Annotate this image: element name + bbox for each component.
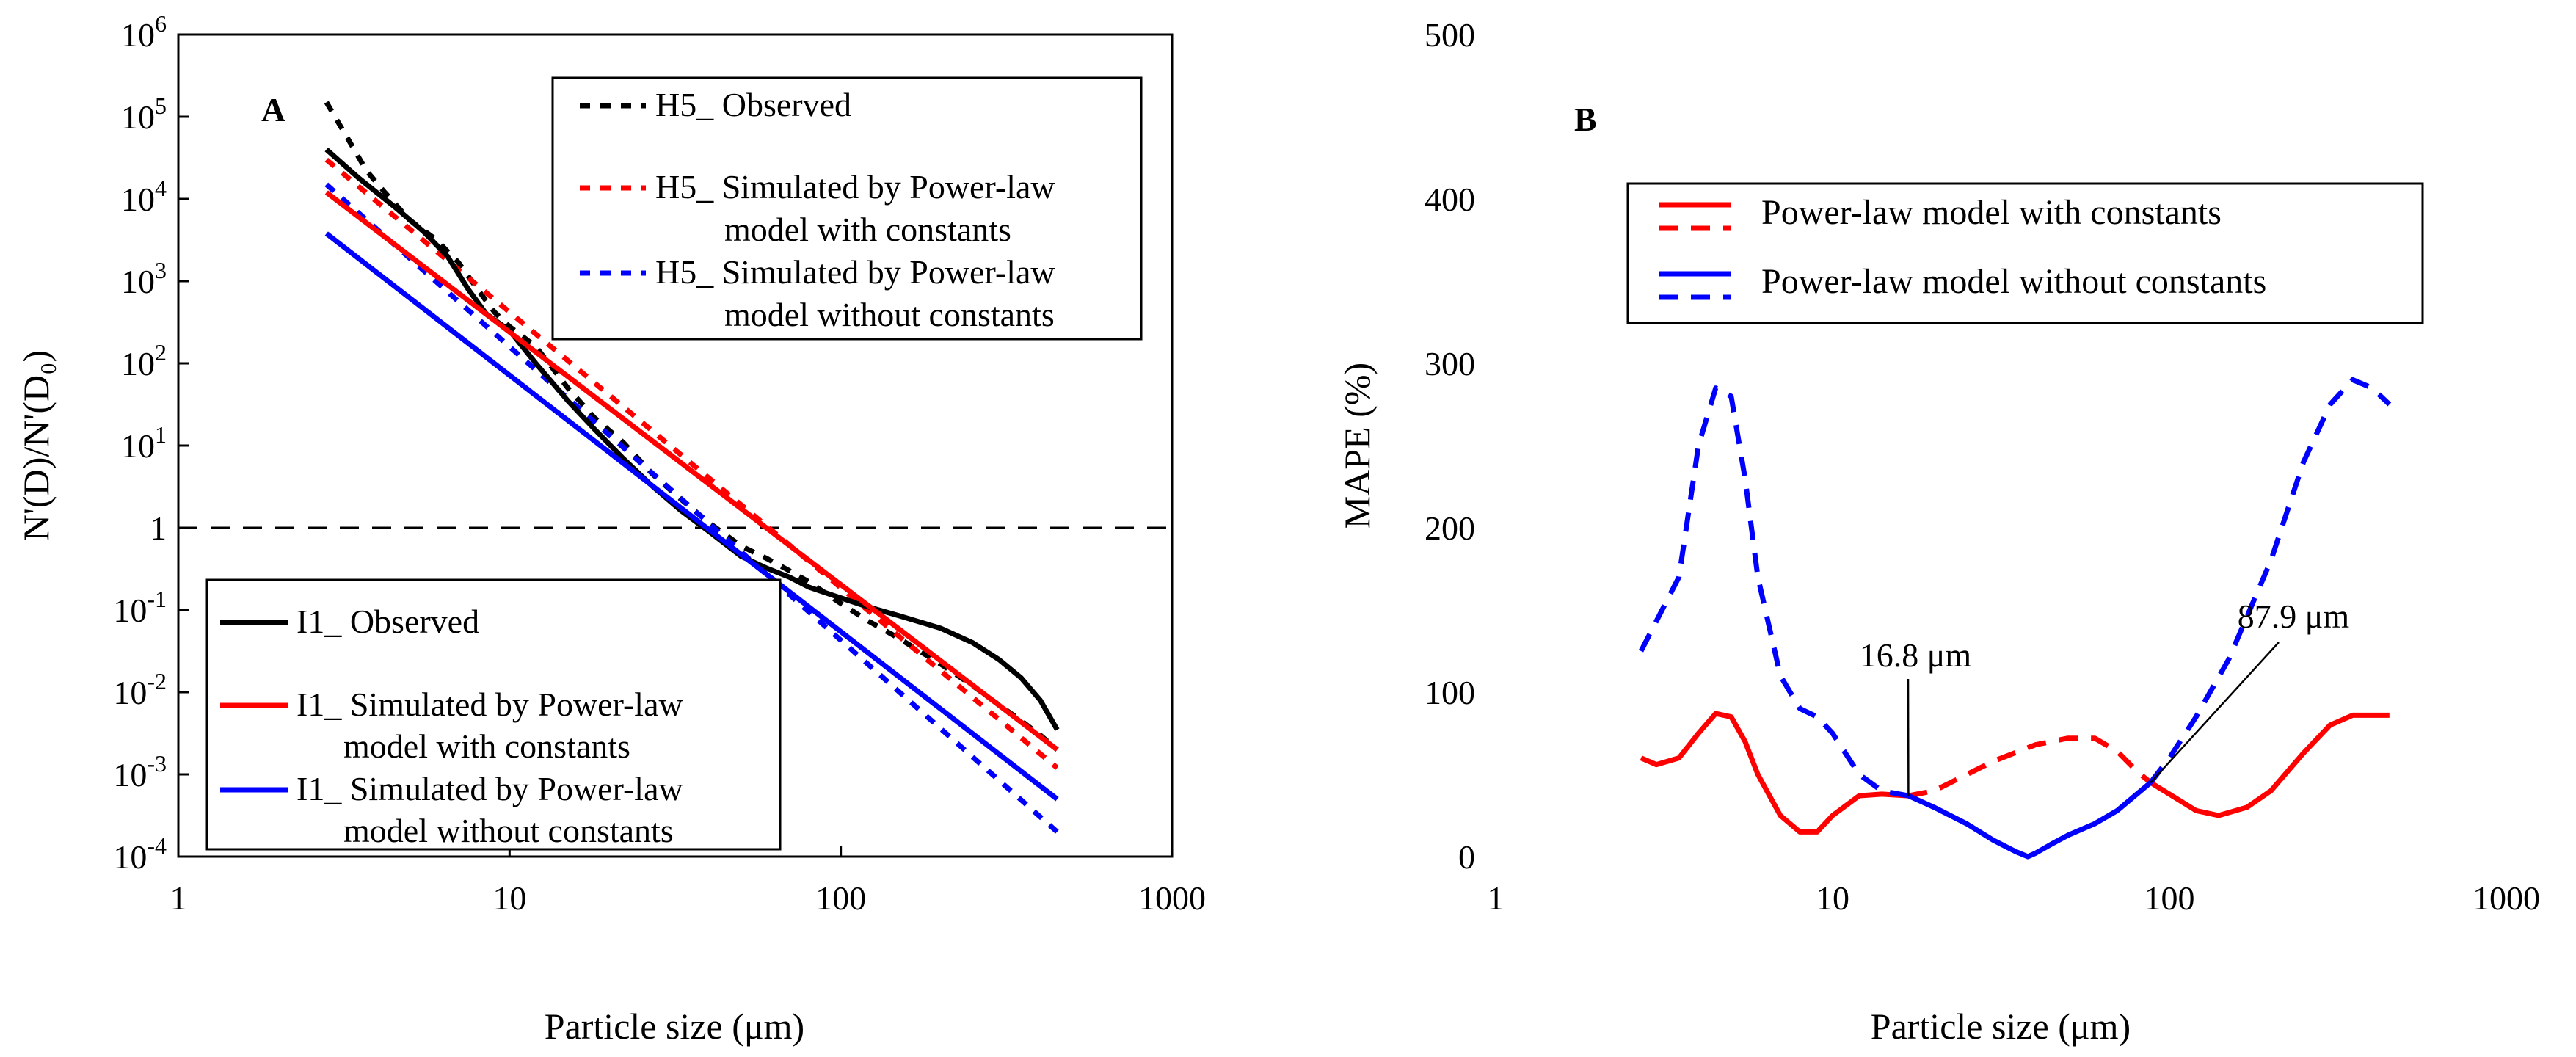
panel-a-y-tick-label-base: 10	[113, 756, 147, 793]
panel-a-y-tick-label-base: 10	[113, 838, 147, 876]
panel-b-y-tick-label: 300	[1425, 345, 1475, 382]
panel-a-legend-i1-label: model with constants	[343, 727, 630, 765]
panel-b-legend-label: Power-law model with constants	[1761, 193, 2222, 232]
panel-b-x-tick-label: 10	[1816, 879, 1849, 917]
panel-a-y-tick-label: 10-3	[113, 750, 167, 793]
panel-a-y-tick-label: 106	[121, 10, 167, 54]
panel-b-series-line-5	[1908, 782, 2150, 857]
panel-a-y-tick-label: 10-1	[113, 586, 167, 629]
panel-a-y-tick-label: 101	[121, 421, 167, 465]
panel-a-y-tick-label-exponent: 3	[155, 257, 167, 283]
panel-a-label: A	[261, 91, 285, 128]
panel-b-legend-label: Power-law model without constants	[1761, 262, 2266, 301]
panel-a-y-tick-label: 104	[121, 175, 167, 218]
panel-a-x-tick-label: 100	[815, 879, 866, 917]
panel-a-y-tick-label-base: 10	[121, 345, 155, 382]
panel-a-y-tick-label: 10-4	[113, 832, 167, 876]
panel-b-y-axis-label: MAPE (%)	[1336, 363, 1378, 528]
panel-a-y-tick-label-exponent: 5	[155, 92, 167, 119]
panel-a-y-tick-label-base: 10	[121, 263, 155, 300]
panel-b-annotation-label: 16.8 μm	[1860, 636, 1972, 674]
panel-a-x-axis-label: Particle size (μm)	[545, 1006, 804, 1047]
panel-b-series-line-6	[2150, 379, 2390, 782]
panel-a-y-tick-label-base: 10	[113, 674, 147, 711]
panel-a-y-tick-label: 102	[121, 339, 167, 382]
panel-b-x-axis-label: Particle size (μm)	[1871, 1006, 2131, 1047]
panel-b-y-tick-label: 200	[1425, 509, 1475, 547]
panel-b-series-line-4	[1641, 388, 1908, 796]
panel-a-x-tick-label: 10	[492, 879, 526, 917]
panel-a-y-tick-label-exponent: 6	[155, 10, 167, 37]
panel-a-y-tick-label-exponent: -1	[147, 586, 167, 612]
panel-b-series-line-1	[1641, 713, 1908, 832]
panel-a-legend-i1-label: I1_ Simulated by Power-law	[296, 686, 683, 723]
panel-a-legend-h5-label: H5_ Simulated by Power-law	[655, 253, 1055, 291]
panel-a-y-tick-label: 1	[150, 509, 167, 547]
panel-b-series-line-3	[2150, 715, 2390, 816]
panel-a-y-tick-label-exponent: 1	[155, 421, 167, 448]
panel-b-chart: 1 10 100 1000 0 100 200 300 400 500 16.8 μm 87.9 μm…	[1336, 16, 2540, 1047]
panel-b-y-tick-label: 400	[1425, 181, 1475, 218]
panel-a-y-tick-label-base: 1	[150, 509, 167, 547]
panel-b-x-tick-label: 100	[2144, 879, 2195, 917]
panel-a-y-tick-label-base: 10	[121, 181, 155, 218]
panel-a-legend-h5-label: H5_ Simulated by Power-law	[655, 168, 1055, 206]
panel-b-x-tick-label: 1000	[2473, 879, 2540, 917]
panel-a-y-tick-label-base: 10	[121, 16, 155, 54]
panel-b-y-tick-label: 500	[1425, 16, 1475, 54]
panel-a-legend-i1-label: I1_ Simulated by Power-law	[296, 770, 683, 807]
panel-a-legend-h5-label: model without constants	[724, 296, 1055, 333]
panel-a-y-tick-label-exponent: -4	[147, 832, 167, 859]
panel-a-y-tick-label: 105	[121, 92, 167, 136]
panel-a-y-tick-label-base: 10	[113, 592, 147, 629]
panel-a-x-tick-label: 1	[170, 879, 187, 917]
panel-b-label: B	[1574, 101, 1597, 138]
panel-a-y-tick-label: 103	[121, 257, 167, 300]
panel-a-legend-h5-label: H5_ Observed	[655, 86, 851, 123]
panel-a-y-tick-label: 10-2	[113, 668, 167, 711]
panel-a-y-tick-label-base: 10	[121, 98, 155, 136]
panel-b-series-line-2	[1908, 738, 2150, 796]
panel-a-legend-h5-label: model with constants	[724, 211, 1011, 248]
panel-a-y-tick-label-exponent: -2	[147, 668, 167, 694]
panel-a-y-axis-label: N'(D)/N'(D₀)	[15, 350, 57, 541]
panel-b-y-tick-label: 100	[1425, 674, 1475, 711]
panel-a-y-tick-label-exponent: 4	[155, 175, 167, 201]
panel-a-legend-i1-label: model without constants	[343, 812, 674, 849]
panel-b-y-tick-label: 0	[1458, 838, 1475, 876]
panel-a-y-tick-label-exponent: 2	[155, 339, 167, 366]
panel-a-legend-i1-label: I1_ Observed	[296, 603, 479, 640]
panel-b-x-tick-label: 1	[1488, 879, 1505, 917]
panel-a-y-tick-label-base: 10	[121, 427, 155, 465]
panel-b-annotation-leader	[2150, 642, 2279, 782]
panel-a-x-tick-label: 1000	[1138, 879, 1206, 917]
panel-a-y-tick-label-exponent: -3	[147, 750, 167, 777]
panel-b-annotation-label: 87.9 μm	[2238, 597, 2350, 635]
